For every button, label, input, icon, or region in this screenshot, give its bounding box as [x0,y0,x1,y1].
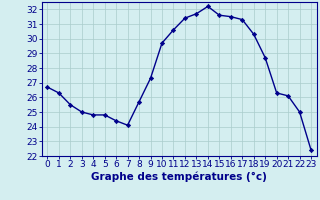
X-axis label: Graphe des températures (°c): Graphe des températures (°c) [91,172,267,182]
